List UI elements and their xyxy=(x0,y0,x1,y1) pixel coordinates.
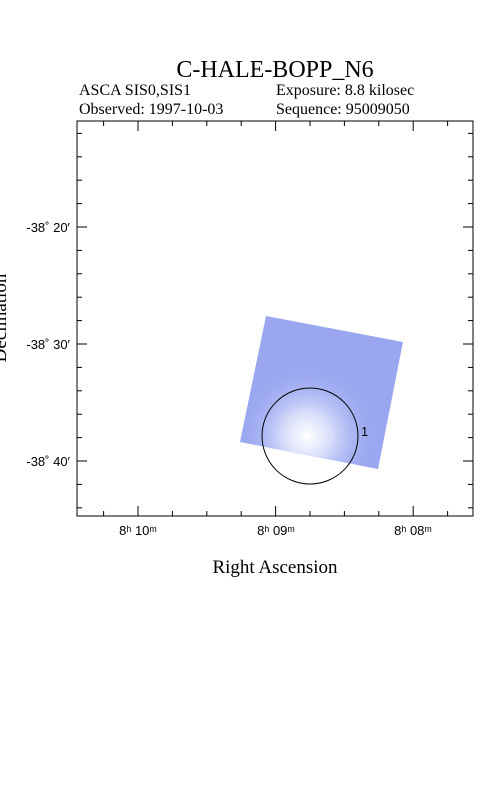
observed: Observed: 1997-10-03 xyxy=(79,101,223,118)
instrument: ASCA SIS0,SIS1 xyxy=(79,82,191,99)
plot-frame xyxy=(76,120,474,517)
y-tick-label: -38˚ 20′ xyxy=(26,220,70,235)
x-tick-label: 8ʰ 09ᵐ xyxy=(257,523,295,538)
region-label: 1 xyxy=(361,424,368,439)
source-glow xyxy=(240,316,403,469)
y-axis-label: Declination xyxy=(0,273,11,362)
source-region xyxy=(261,387,359,485)
y-tick-label: -38˚ 40′ xyxy=(26,454,70,469)
title: C-HALE-BOPP_N6 xyxy=(176,57,373,83)
x-tick-label: 8ʰ 08ᵐ xyxy=(394,523,432,538)
y-tick-label: -38˚ 30′ xyxy=(26,337,70,352)
ticks xyxy=(77,121,473,516)
exposure: Exposure: 8.8 kilosec xyxy=(276,82,414,99)
sequence: Sequence: 95009050 xyxy=(276,101,410,118)
x-tick-label: 8ʰ 10ᵐ xyxy=(119,523,157,538)
x-axis-label: Right Ascension xyxy=(212,557,338,578)
